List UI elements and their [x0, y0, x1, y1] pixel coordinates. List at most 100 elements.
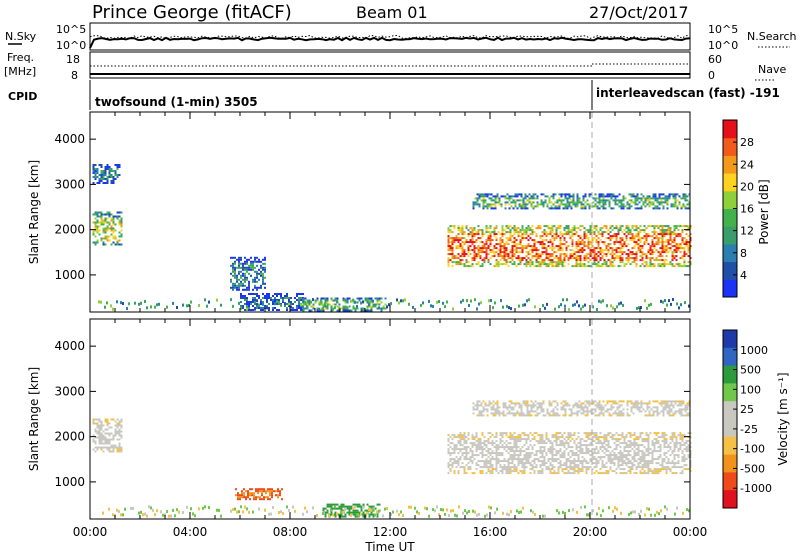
- velocity-cell-4: [614, 402, 617, 405]
- velocity-cell-3: [543, 464, 546, 467]
- velocity-cell-3: [451, 448, 454, 451]
- velocity-cell-4: [646, 404, 649, 407]
- velocity-cell-3: [613, 454, 616, 457]
- power-cell-5: [605, 249, 608, 252]
- power-cell-6: [550, 205, 553, 208]
- power-cell-6: [490, 205, 493, 208]
- power-cell-5: [589, 247, 592, 250]
- power-noise-cell: [546, 302, 548, 306]
- power-cell-0: [98, 215, 101, 218]
- velocity-cell-3: [499, 442, 502, 445]
- power-cell-5: [551, 231, 554, 234]
- power-cell-4: [360, 307, 363, 310]
- power-cell-5: [609, 231, 612, 234]
- power-cell-2: [256, 274, 258, 277]
- power-noise-cell: [140, 301, 142, 305]
- velocity-cell-2: [350, 507, 353, 510]
- power-cell-5: [587, 261, 590, 264]
- power-cell-5: [655, 231, 658, 234]
- velocity-cell-3: [497, 458, 500, 461]
- velocity-cell-3: [449, 436, 452, 439]
- power-cell-5: [553, 247, 556, 250]
- power-cell-5: [489, 241, 492, 244]
- velocity-cell-3: [657, 450, 660, 453]
- power-cell-6: [556, 199, 559, 202]
- velocity-cell-3: [671, 472, 674, 475]
- velocity-cell-3: [573, 464, 576, 467]
- power-cell-0: [112, 237, 115, 240]
- power-cell-5: [665, 241, 668, 244]
- power-cell-2: [230, 286, 232, 289]
- power-cell-4: [334, 303, 337, 306]
- power-cell-5: [461, 251, 464, 254]
- velocity-cell-3: [483, 464, 486, 467]
- velocity-cell-2: [324, 507, 327, 510]
- velocity-cell-3: [543, 440, 546, 443]
- velocity-cell-1: [251, 494, 253, 497]
- power-cell-6: [500, 205, 503, 208]
- power-cell-6: [482, 201, 485, 204]
- power-cell-5: [563, 227, 566, 230]
- velocity-cell-3: [471, 444, 474, 447]
- power-cell-5: [687, 241, 690, 244]
- velocity-cell-3: [681, 444, 684, 447]
- power-cell-5: [485, 255, 488, 258]
- power-cell-5: [497, 249, 500, 252]
- power-cell-5: [509, 225, 512, 228]
- velocity-cell-4: [502, 406, 505, 409]
- power-cell-5: [455, 235, 458, 238]
- velocity-cell-3: [523, 450, 526, 453]
- power-cell-5: [663, 233, 666, 236]
- velocity-cell-3: [533, 432, 536, 435]
- power-cell-5: [449, 231, 452, 234]
- velocity-cell-1: [259, 498, 261, 501]
- velocity-cell-3: [529, 468, 532, 471]
- velocity-cell-3: [495, 432, 498, 435]
- power-cell-4: [352, 305, 355, 308]
- power-cell-5: [687, 265, 690, 268]
- power-cell-0: [120, 229, 123, 232]
- power-cell-6: [510, 201, 513, 204]
- velocity-cell-1: [277, 496, 279, 499]
- power-cell-5: [587, 253, 590, 256]
- velocity-cell-3: [659, 454, 662, 457]
- power-cell-5: [655, 243, 658, 246]
- power-cell-0: [98, 221, 101, 224]
- power-cell-5: [601, 265, 604, 268]
- power-noise-cell: [650, 302, 652, 306]
- velocity-cell-3: [569, 468, 572, 471]
- power-cell-6: [682, 195, 685, 198]
- velocity-cell-3: [599, 440, 602, 443]
- power-cell-5: [577, 227, 580, 230]
- power-cell-6: [550, 207, 553, 210]
- velocity-cell-3: [647, 452, 650, 455]
- velocity-cell-3: [541, 456, 544, 459]
- velocity-cell-3: [545, 438, 548, 441]
- power-cell-3: [296, 309, 298, 311]
- power-cell-5: [655, 235, 658, 238]
- velocity-cell-3: [633, 434, 636, 437]
- velocity-cell-1: [267, 490, 269, 493]
- power-noise-cell: [508, 306, 510, 310]
- power-cell-5: [451, 243, 454, 246]
- velocity-cell-3: [677, 462, 680, 465]
- power-cell-2: [254, 260, 256, 263]
- velocity-cell-3: [491, 464, 494, 467]
- velocity-cell-3: [501, 468, 504, 471]
- velocity-cell-3: [485, 454, 488, 457]
- velocity-cell-3: [647, 448, 650, 451]
- velocity-cell-3: [647, 450, 650, 453]
- velocity-cell-3: [533, 460, 536, 463]
- velocity-cell-4: [610, 408, 613, 411]
- velocity-cell-4: [512, 412, 515, 415]
- velocity-cell-3: [643, 452, 646, 455]
- power-cell-5: [589, 243, 592, 246]
- power-cell-5: [509, 261, 512, 264]
- velocity-cell-3: [647, 436, 650, 439]
- power-cell-5: [517, 259, 520, 262]
- power-cell-5: [687, 261, 690, 264]
- power-cell-5: [515, 231, 518, 234]
- power-noise-cell: [396, 298, 398, 302]
- power-noise-cell: [158, 302, 160, 306]
- power-cell-5: [621, 247, 624, 250]
